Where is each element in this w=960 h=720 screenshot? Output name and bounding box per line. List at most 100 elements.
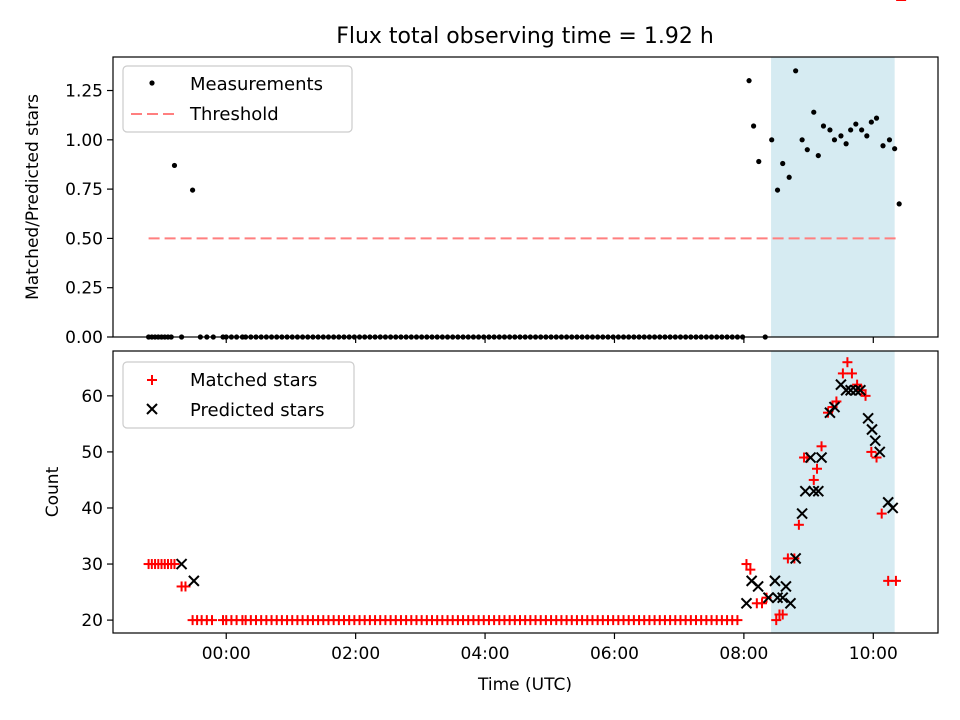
- measurement-point: [827, 127, 833, 133]
- matched-stars-points: [143, 0, 907, 626]
- predicted-star-point: [784, 597, 797, 609]
- measurement-point: [864, 133, 870, 139]
- predicted-star-point: [762, 591, 775, 604]
- predicted-stars-points: [175, 378, 899, 609]
- x-tick-label: 04:00: [461, 644, 510, 664]
- predicted-star-point: [874, 446, 886, 458]
- matched-star-point: [842, 357, 853, 368]
- top-y-tick-label: 0.00: [65, 328, 103, 348]
- predicted-star-point: [886, 502, 899, 514]
- predicted-star-point: [175, 558, 188, 570]
- measurement-point: [811, 109, 817, 115]
- top-y-tick-label: 0.75: [65, 180, 103, 200]
- predicted-star-point: [854, 384, 867, 396]
- matched-star-point: [846, 368, 857, 379]
- legend-measurements-label: Measurements: [190, 74, 323, 95]
- top-y-axis-label: Matched/Predicted stars: [23, 94, 43, 300]
- measurement-point: [769, 137, 775, 143]
- measurement-point: [886, 137, 893, 143]
- predicted-star-point: [869, 434, 881, 447]
- x-tick-label: 02:00: [331, 644, 380, 664]
- measurement-point: [804, 147, 810, 153]
- x-axis-label: Time (UTC): [477, 675, 572, 695]
- measurement-point: [780, 160, 786, 167]
- x-tick-label: 06:00: [590, 644, 639, 664]
- legend-predicted-marker: [146, 403, 158, 415]
- predicted-star-point: [815, 451, 828, 464]
- measurement-point: [892, 146, 898, 152]
- matched-star-point: [745, 564, 756, 575]
- top-panel: 0.00 0.25 0.50 0.75 1.00 1.25 Matched/Predict…: [23, 56, 939, 348]
- legend-predicted-label: Predicted stars: [190, 400, 324, 421]
- measurement-point: [848, 127, 854, 133]
- measurement-point: [820, 123, 827, 129]
- measurement-point: [171, 162, 178, 169]
- measurement-point: [815, 152, 821, 159]
- predicted-star-point: [776, 591, 789, 604]
- matched-star-point: [777, 609, 788, 620]
- bottom-axes-frame: [112, 350, 939, 634]
- bottom-y-tick-label: 60: [81, 387, 103, 407]
- measurement-point: [189, 187, 196, 193]
- bottom-y-tick-label: 30: [81, 555, 103, 575]
- legend-measurements-marker: [149, 80, 155, 86]
- legend-matched-marker: [147, 375, 157, 385]
- predicted-star-point: [866, 423, 878, 436]
- predicted-star-point: [804, 451, 817, 464]
- matched-star-point: [876, 508, 887, 519]
- matched-star-point: [169, 559, 180, 570]
- matched-star-point: [732, 615, 743, 626]
- matched-star-point: [741, 559, 752, 570]
- measurement-point: [880, 143, 886, 149]
- predicted-star-point: [862, 412, 874, 424]
- measurement-point: [831, 137, 838, 143]
- measurement-point: [774, 187, 781, 193]
- top-x-ticks: [225, 337, 874, 343]
- matched-star-point: [180, 581, 191, 592]
- bottom-panel: 20 30 40 50 60 00:00 02:00 04:00 06:00 08:00 10:0…: [43, 0, 939, 695]
- observing-window-span: [771, 57, 895, 337]
- chart-title: Flux total observing time = 1.92 h: [336, 24, 714, 49]
- predicted-star-point: [799, 485, 812, 497]
- bottom-y-tick-label: 40: [81, 499, 103, 519]
- matched-star-point: [757, 598, 767, 609]
- top-y-tick-label: 0.25: [65, 279, 103, 299]
- predicted-star-point: [840, 384, 852, 396]
- x-tick-label: 00:00: [202, 644, 251, 664]
- top-y-ticks: 0.00 0.25 0.50 0.75 1.00 1.25: [65, 82, 113, 348]
- measurement-point: [793, 68, 799, 74]
- measurement-point: [868, 119, 874, 125]
- predicted-star-point: [850, 384, 862, 396]
- predicted-star-point: [808, 485, 820, 497]
- bottom-y-axis-label: Count: [43, 466, 63, 517]
- bottom-y-tick-label: 50: [81, 443, 103, 463]
- measurement-point: [873, 115, 880, 121]
- matched-star-point: [808, 474, 819, 485]
- top-legend: Measurements Threshold: [122, 65, 353, 133]
- predicted-star-point: [740, 597, 753, 609]
- legend-matched-label: Matched stars: [190, 370, 317, 391]
- predicted-star-point: [844, 384, 857, 396]
- top-y-tick-label: 1.25: [65, 82, 103, 102]
- predicted-star-point: [752, 580, 764, 593]
- measurement-point: [750, 123, 757, 129]
- predicted-star-point: [769, 575, 781, 587]
- matched-star-point: [812, 463, 822, 474]
- matched-star-point: [771, 615, 782, 626]
- bottom-legend-box: [122, 361, 355, 429]
- matched-star-point: [816, 441, 827, 452]
- measurement-point: [746, 78, 752, 84]
- predicted-star-point: [828, 401, 841, 413]
- bottom-legend: Matched stars Predicted stars: [122, 361, 355, 429]
- measurement-point: [859, 127, 865, 133]
- x-tick-label: 08:00: [719, 644, 768, 664]
- observing-window-span: [771, 351, 895, 633]
- bottom-y-tick-label: 20: [81, 611, 103, 631]
- matched-star-point: [890, 575, 901, 586]
- measurement-point: [756, 158, 762, 165]
- top-legend-box: [122, 65, 353, 133]
- predicted-star-point: [771, 591, 784, 604]
- legend-threshold-label: Threshold: [189, 104, 279, 125]
- predicted-star-point: [796, 507, 808, 520]
